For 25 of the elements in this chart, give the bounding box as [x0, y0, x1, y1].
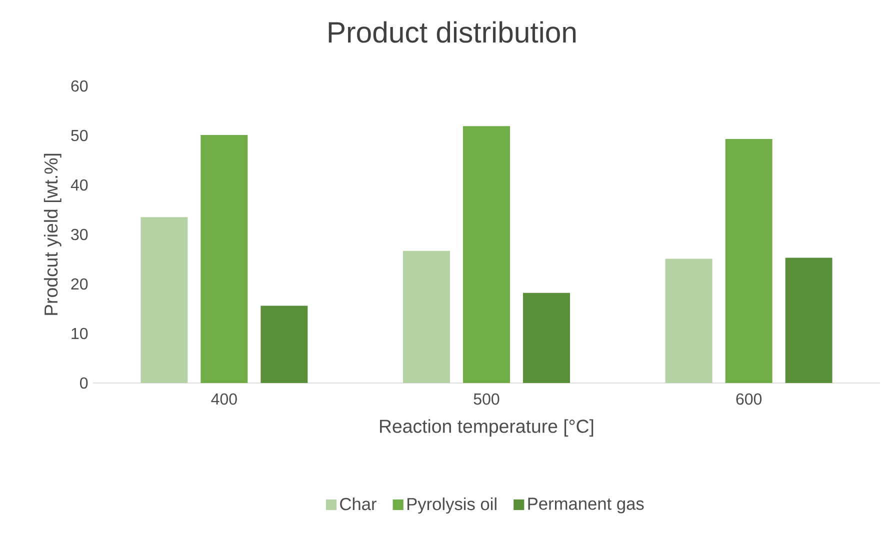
- y-tick-label: 60: [71, 80, 88, 92]
- legend-label: Char: [340, 497, 376, 510]
- y-axis-title: Prodcut yield [wt.%]: [44, 154, 62, 315]
- bar: [523, 292, 570, 383]
- y-tick-label: 40: [70, 179, 88, 191]
- legend-label: Permanent gas: [528, 498, 644, 514]
- legend-label: Pyrolysis oil: [407, 497, 496, 514]
- y-tick-label: 0: [80, 377, 88, 389]
- bar: [260, 306, 308, 383]
- bar: [140, 217, 188, 383]
- x-tick-label: 600: [736, 393, 762, 405]
- x-tick-label: 400: [211, 393, 237, 405]
- bar: [200, 134, 248, 383]
- bar: [463, 126, 510, 383]
- y-tick-label: 30: [71, 228, 88, 240]
- x-tick-label: 500: [474, 393, 500, 405]
- chart-title: Product distribution: [328, 21, 576, 43]
- y-tick-label: 50: [71, 130, 88, 142]
- bar: [665, 258, 712, 383]
- y-tick-label: 10: [72, 328, 88, 340]
- bar: [725, 138, 772, 383]
- bar: [403, 250, 450, 383]
- x-axis-title: Reaction temperature [°C]: [380, 419, 594, 437]
- y-tick-label: 20: [71, 278, 88, 290]
- bar: [785, 258, 832, 383]
